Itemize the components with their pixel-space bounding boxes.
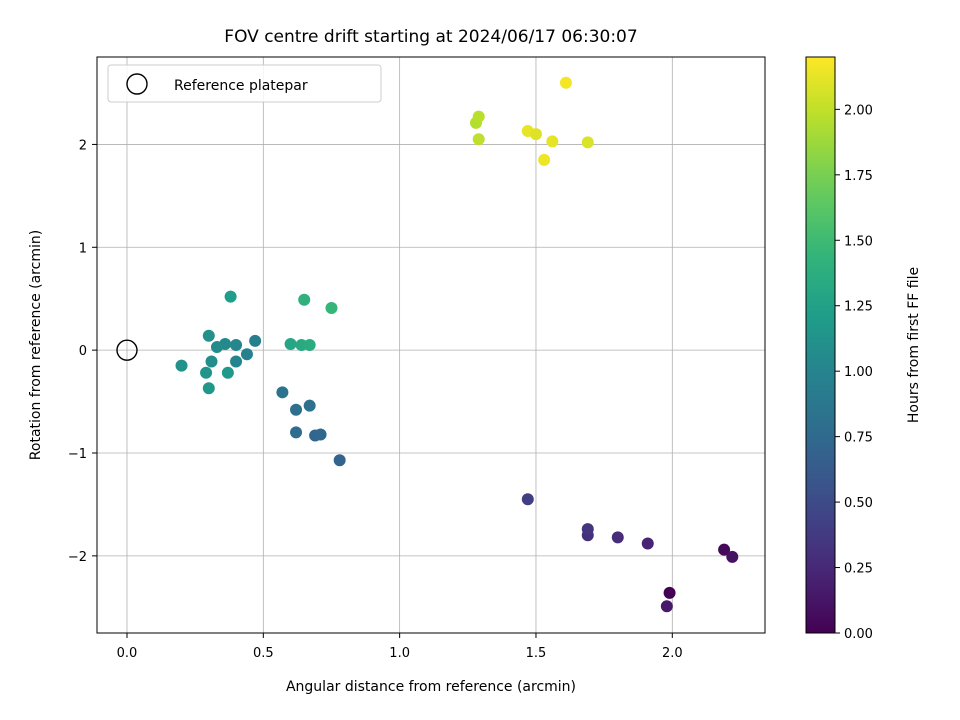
data-point [641,537,654,550]
colorbar-tick-label: 0.50 [844,496,873,511]
colorbar-tick-label: 0.00 [844,627,873,642]
data-point [210,341,223,354]
y-tick-label: −2 [68,550,87,565]
data-point [290,403,303,416]
colorbar-tick-label: 0.25 [844,562,873,577]
data-point [202,382,215,395]
colorbar-tick-label: 2.00 [844,103,873,118]
x-axis-ticks: 0.0 0.5 1.0 1.5 2.0 [117,633,683,661]
colorbar-tick-label: 1.00 [844,365,873,380]
legend-entry-reference: Reference platepar [174,78,308,94]
y-tick-label: −1 [68,447,87,462]
data-point [224,290,237,303]
data-point [529,128,542,141]
data-point [663,586,676,599]
data-point [298,293,311,306]
x-axis-label: Angular distance from reference (arcmin) [286,679,576,695]
data-point [718,543,731,556]
data-point [472,110,485,123]
data-point [546,135,559,148]
y-tick-label: 0 [79,344,87,359]
data-point [276,386,289,399]
legend-marker-reference [126,73,148,95]
data-point [284,337,297,350]
data-point [314,428,327,441]
y-axis-ticks: −2 −1 0 1 2 [68,138,97,565]
x-tick-label: 2.0 [662,646,683,661]
y-tick-label: 2 [79,138,87,153]
colorbar-tick-label: 1.50 [844,234,873,249]
data-point [240,348,253,361]
data-point [521,493,534,506]
colorbar-tick-label: 1.75 [844,169,873,184]
x-tick-label: 0.0 [117,646,138,661]
data-point [221,366,234,379]
data-point [660,600,673,613]
data-point [333,454,346,467]
data-points [116,76,739,613]
data-point [303,399,316,412]
colorbar-ticks: 0.00 0.25 0.50 0.75 1.00 1.25 1.50 1.75 2.00 [835,103,873,642]
data-point [303,339,316,351]
data-point [175,359,188,372]
data-point [202,329,215,342]
data-point [325,301,338,314]
x-tick-label: 1.5 [526,646,547,661]
data-point [230,339,243,351]
plot-frame [96,56,766,634]
data-point [581,136,594,149]
chart-title: FOV centre drift starting at 2024/06/17 … [224,27,637,47]
data-point [611,531,624,544]
data-point [290,426,303,439]
data-point [230,355,243,368]
data-point [200,366,213,379]
y-tick-label: 1 [79,241,87,256]
reference-platepar-marker [116,339,138,361]
colorbar [805,56,836,634]
colorbar-tick-label: 1.25 [844,300,873,315]
data-point [472,133,485,146]
data-point [726,550,739,563]
data-point [205,355,218,368]
data-point [538,153,551,166]
data-point [249,334,262,347]
grid [97,57,765,633]
y-axis-label: Rotation from reference (arcmin) [28,230,44,460]
data-point [581,523,594,536]
legend-box [107,64,382,103]
data-point [559,76,572,89]
colorbar-label: Hours from first FF file [906,267,922,423]
x-tick-label: 1.0 [389,646,410,661]
legend: Reference platepar [107,64,382,103]
colorbar-tick-label: 0.75 [844,431,873,446]
x-tick-label: 0.5 [253,646,274,661]
